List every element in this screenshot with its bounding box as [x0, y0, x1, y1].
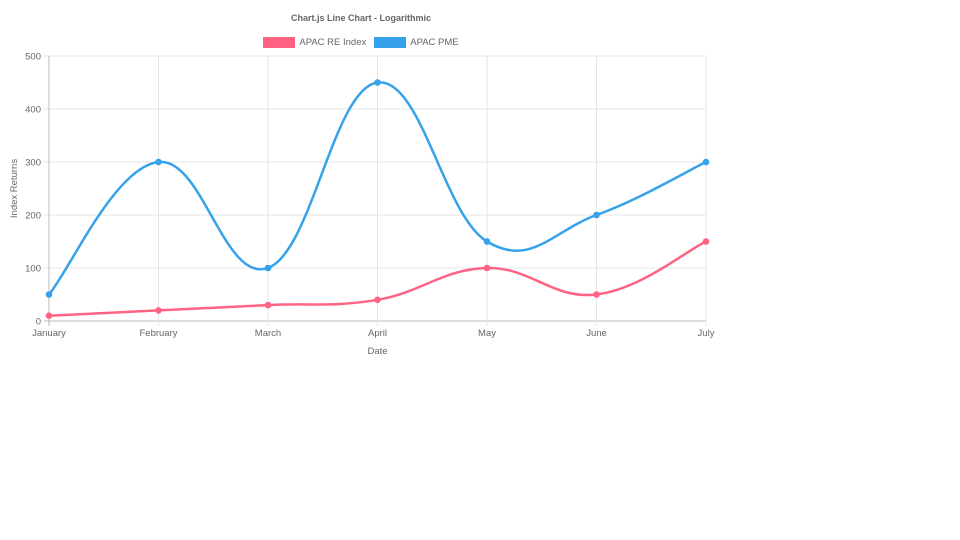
legend-label-re-index: APAC RE Index — [299, 37, 367, 48]
data-point — [264, 264, 272, 272]
x-tick-label: February — [139, 328, 177, 339]
chart-legend: APAC RE Index APAC PME — [0, 37, 722, 48]
chart-title: Chart.js Line Chart - Logarithmic — [290, 13, 431, 23]
data-point — [155, 158, 162, 166]
data-point — [45, 291, 53, 298]
y-tick-label: 300 — [25, 158, 41, 169]
y-tick-label: 500 — [25, 52, 41, 63]
x-tick-label: June — [586, 328, 607, 339]
y-tick-label: 400 — [25, 105, 41, 116]
y-tick-label: 100 — [25, 264, 41, 275]
x-tick-label: April — [368, 328, 387, 339]
data-point — [483, 264, 491, 272]
data-point — [702, 158, 710, 166]
data-point — [593, 211, 600, 219]
data-point — [593, 291, 600, 298]
x-tick-label: March — [255, 328, 281, 339]
x-axis-title: Date — [367, 346, 387, 357]
legend-item-apac-re-index[interactable]: APAC RE Index — [263, 37, 366, 48]
data-point — [374, 79, 381, 86]
data-point — [483, 238, 491, 245]
y-tick-label: 0 — [36, 317, 41, 328]
legend-swatch-re-index — [263, 37, 296, 48]
data-point — [264, 301, 272, 309]
x-tick-label: January — [32, 328, 66, 339]
y-axis-title: Index Returns — [9, 159, 20, 218]
legend-item-apac-pme[interactable]: APAC PME — [374, 37, 459, 48]
data-point — [155, 307, 162, 314]
data-point — [702, 238, 710, 245]
data-point — [374, 296, 381, 304]
x-tick-label: July — [698, 328, 715, 339]
legend-swatch-pme — [374, 37, 407, 48]
y-tick-label: 200 — [25, 211, 41, 222]
x-tick-label: May — [478, 328, 496, 339]
data-point — [45, 312, 53, 320]
legend-label-pme: APAC PME — [410, 37, 459, 48]
